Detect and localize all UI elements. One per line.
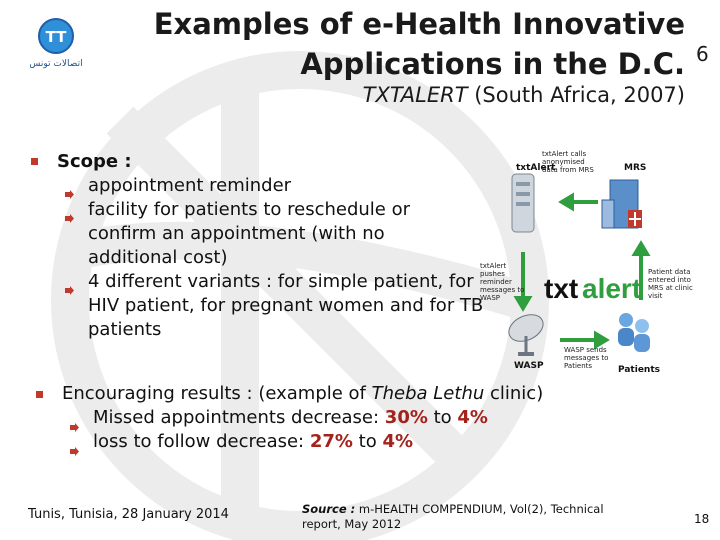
result-label: Missed appointments decrease:: [93, 407, 385, 428]
tunisie-telecom-logo: TT اتصالات تونس: [22, 14, 94, 70]
result-to-value: 4%: [382, 431, 414, 452]
result-joiner: to: [427, 407, 458, 428]
results-heading: Encouraging results : (example of Theba …: [36, 382, 662, 406]
scope-heading-text: Scope :: [57, 151, 132, 172]
subtitle-country-year: (South Africa, 2007): [467, 83, 685, 107]
list-item: appointment reminder: [57, 174, 487, 199]
arrow-bullet-icon: [70, 415, 79, 432]
title-line-1: Examples of e-Health Innovative: [153, 7, 685, 41]
arrow-bullet-icon: [70, 439, 79, 456]
note-right: Patient data entered into MRS at clinic …: [648, 268, 693, 300]
logo-text: اتصالات تونس: [29, 59, 82, 69]
logo-initials: TT: [46, 28, 68, 46]
scope-item-text: appointment reminder: [88, 175, 292, 196]
results-heading-suffix: clinic): [484, 383, 544, 404]
result-from-value: 27%: [309, 431, 353, 452]
subtitle-app-name: TXTALERT: [362, 83, 468, 107]
arrow-bullet-icon: [65, 278, 74, 295]
square-bullet-icon: [36, 391, 43, 398]
satellite-dish-icon: [508, 314, 544, 356]
source-text: m-HEALTH COMPENDIUM, Vol(2), Technical r…: [302, 502, 604, 531]
note-top: txtAlert calls anonymised data from MRS: [542, 150, 594, 174]
result-joiner: to: [352, 431, 383, 452]
results-section: Encouraging results : (example of Theba …: [36, 382, 662, 456]
patients-node-label: Patients: [618, 365, 660, 375]
result-label: loss to follow decrease:: [93, 431, 310, 452]
list-item: facility for patients to reschedule or c…: [57, 198, 487, 270]
title-line-2: Applications in the D.C.: [300, 47, 685, 81]
subtitle: TXTALERT (South Africa, 2007): [290, 83, 685, 107]
list-item: loss to follow decrease: 27% to 4%: [62, 430, 662, 456]
result-from-value: 30%: [384, 407, 428, 428]
footer-location-date: Tunis, Tunisia, 28 January 2014: [28, 507, 229, 522]
footer-source: Source : m-HEALTH COMPENDIUM, Vol(2), Te…: [302, 502, 642, 532]
scope-section: Scope : appointment reminder facility fo…: [31, 150, 487, 342]
scope-item-text: 4 different variants : for simple patien…: [88, 271, 484, 340]
results-clinic-name: Theba Lethu: [371, 383, 485, 404]
flow-arrows-icon: [513, 192, 651, 350]
txtalert-node-label: txtAlert: [516, 163, 556, 173]
slide-title: Examples of e-Health Innovative Applicat…: [95, 4, 685, 84]
arrow-bullet-icon: [65, 206, 74, 223]
scope-heading: Scope :: [31, 150, 487, 174]
list-item: Missed appointments decrease: 30% to 4%: [62, 406, 662, 432]
building-icon: [601, 179, 642, 229]
scope-item-text: facility for patients to reschedule or c…: [88, 199, 410, 268]
patients-icon: [618, 313, 650, 352]
note-left: txtAlert pushes reminder messages to WAS…: [480, 262, 525, 302]
arrow-bullet-icon: [65, 182, 74, 199]
txtalert-diagram: txt alert txtAlert MRS WASP Patients txt…: [478, 140, 698, 378]
source-label: Source :: [302, 502, 356, 516]
brand-txt: txt: [544, 273, 578, 304]
page-number: 18: [694, 512, 710, 526]
results-heading-prefix: Encouraging results : (example of: [62, 383, 372, 404]
list-item: 4 different variants : for simple patien…: [57, 270, 487, 342]
result-to-value: 4%: [457, 407, 488, 428]
title-number: 6: [696, 42, 709, 66]
server-icon: [511, 173, 535, 233]
note-bottom: WASP sends messages to Patients: [564, 346, 609, 370]
brand-alert: alert: [582, 273, 641, 304]
square-bullet-icon: [31, 158, 38, 165]
mrs-node-label: MRS: [624, 163, 646, 173]
wasp-node-label: WASP: [514, 361, 544, 371]
